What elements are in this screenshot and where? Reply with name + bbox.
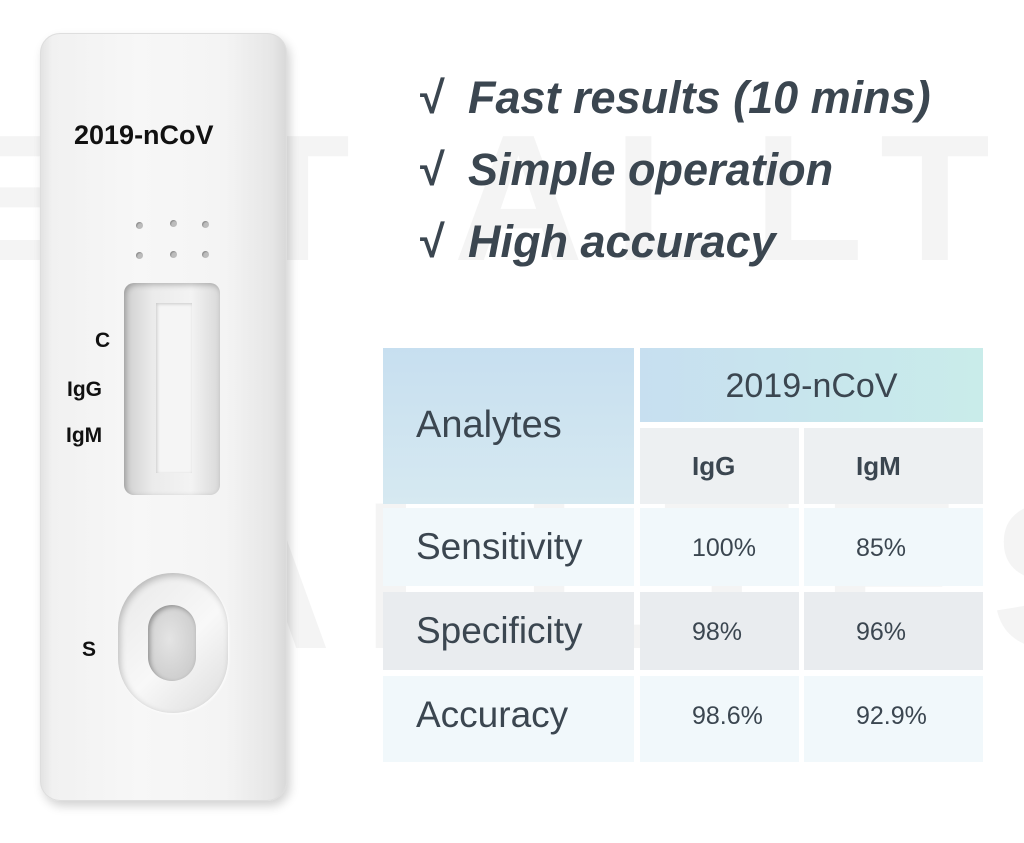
- accuracy-igg-value: 98.6%: [640, 676, 799, 762]
- control-line-label: C: [95, 329, 111, 352]
- row-label-accuracy: Accuracy: [383, 676, 634, 762]
- grip-dot: [136, 222, 143, 229]
- grip-dots: [136, 216, 212, 266]
- sample-pad: [148, 605, 196, 681]
- checkmark-icon: √: [420, 216, 445, 267]
- accuracy-igm-value: 92.9%: [804, 676, 983, 762]
- igg-column-header: IgG: [640, 428, 799, 504]
- sample-well-label: S: [82, 638, 97, 661]
- checkmark-icon: √: [420, 144, 445, 195]
- analytes-header: Analytes: [383, 348, 634, 504]
- test-strip: [156, 303, 192, 473]
- grip-dot: [170, 220, 177, 227]
- feature-text: Fast results (10 mins): [468, 72, 931, 123]
- grip-dot: [202, 251, 209, 258]
- sensitivity-igm-value: 85%: [804, 508, 983, 586]
- specificity-igm-value: 96%: [804, 592, 983, 670]
- group-header: 2019-nCoV: [640, 348, 983, 422]
- grip-dot: [136, 252, 143, 259]
- performance-table: Analytes 2019-nCoV IgG IgM Sensitivity 1…: [383, 348, 983, 762]
- row-label-sensitivity: Sensitivity: [383, 508, 634, 586]
- igm-line-label: IgM: [66, 424, 103, 447]
- grip-dot: [202, 221, 209, 228]
- feature-text: Simple operation: [468, 144, 834, 195]
- igm-column-header: IgM: [804, 428, 983, 504]
- feature-item: √ Simple operation: [420, 134, 931, 206]
- cassette-title: 2019-nCoV: [74, 120, 214, 150]
- feature-text: High accuracy: [468, 216, 776, 267]
- sensitivity-igg-value: 100%: [640, 508, 799, 586]
- feature-list: √ Fast results (10 mins) √ Simple operatio…: [420, 62, 931, 278]
- grip-dot: [170, 251, 177, 258]
- igg-line-label: IgG: [67, 378, 102, 401]
- specificity-igg-value: 98%: [640, 592, 799, 670]
- test-cassette: 2019-nCoV C IgG IgM S: [40, 33, 287, 801]
- feature-item: √ Fast results (10 mins): [420, 62, 931, 134]
- checkmark-icon: √: [420, 72, 445, 123]
- feature-item: √ High accuracy: [420, 206, 931, 278]
- row-label-specificity: Specificity: [383, 592, 634, 670]
